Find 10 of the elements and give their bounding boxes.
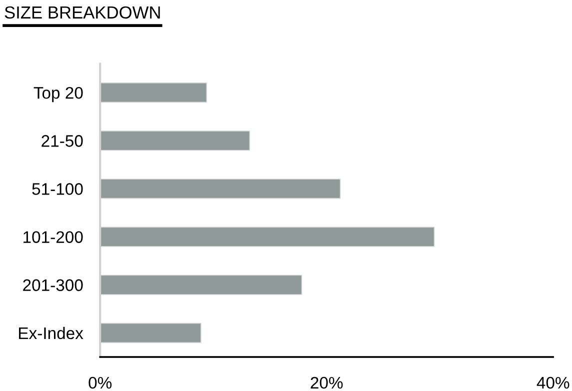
y-tick-label: 21-50 xyxy=(42,135,83,147)
chart-title: SIZE BREAKDOWN xyxy=(4,6,160,19)
y-tick-label: 201-300 xyxy=(23,279,83,292)
x-tick-label: 40% xyxy=(536,376,570,389)
y-tick-label: Ex-Index xyxy=(19,326,84,340)
y-tick-label: Top 20 xyxy=(34,86,83,102)
y-tick-label: 51-100 xyxy=(32,183,83,195)
y-tick-label: 101-200 xyxy=(24,231,83,243)
x-tick-label: 20% xyxy=(310,376,343,389)
x-tick-label: 0% xyxy=(88,376,112,389)
